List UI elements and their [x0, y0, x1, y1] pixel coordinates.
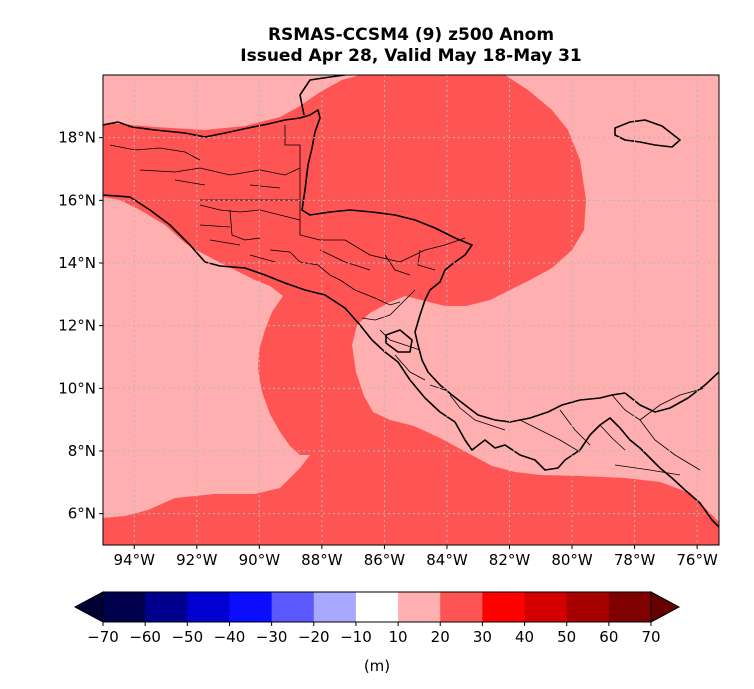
- colorbar-bin: [271, 592, 315, 622]
- colorbar-frame: [102, 591, 652, 623]
- colorbar-tick-label: 50: [557, 628, 576, 646]
- lat-tick-label: 16°N: [58, 191, 96, 209]
- colorbar-tick-label: 20: [431, 628, 450, 646]
- lon-tick-label: 90°W: [239, 551, 281, 569]
- lon-tick-label: 84°W: [426, 551, 468, 569]
- lat-tick-label: 12°N: [58, 317, 96, 335]
- anomaly-field-dark: [103, 75, 719, 545]
- lon-tick-label: 86°W: [364, 551, 406, 569]
- longitude-labels: 94°W 92°W 90°W 88°W 86°W 84°W 82°W 80°W 78°W 76°W: [114, 545, 718, 569]
- lat-tick-label: 10°N: [58, 379, 96, 397]
- lon-tick-label: 92°W: [176, 551, 218, 569]
- lon-tick-label: 80°W: [551, 551, 593, 569]
- colorbar-bin: [566, 592, 610, 622]
- colorbar-bin: [313, 592, 357, 622]
- lon-tick-label: 78°W: [614, 551, 656, 569]
- colorbar-bin: [440, 592, 483, 622]
- anomaly-field-light-patch: [167, 416, 212, 433]
- lon-tick-label: 82°W: [489, 551, 531, 569]
- colorbar-unit-label: (m): [364, 657, 390, 675]
- colorbar-bin: [608, 592, 652, 622]
- lon-tick-label: 76°W: [676, 551, 718, 569]
- colorbar-tick-label: 40: [515, 628, 534, 646]
- colorbar-bin: [103, 592, 146, 622]
- colorbar-tick-label: −10: [340, 628, 372, 646]
- colorbar-tick-label: −30: [256, 628, 288, 646]
- colorbar-bin: [187, 592, 230, 622]
- colorbar: −70 −60 −50 −40 −30 −20 −10 10 20 30 40 50 60 70 (m): [73, 591, 681, 675]
- colorbar-tick-label: −70: [87, 628, 119, 646]
- lat-tick-label: 6°N: [68, 505, 96, 523]
- map-subtitle: Issued Apr 28, Valid May 18-May 31: [240, 46, 582, 66]
- colorbar-bin: [229, 592, 273, 622]
- map-gridlines: [103, 75, 719, 545]
- colorbar-tick-label: 60: [599, 628, 618, 646]
- colorbar-tick-label: 70: [641, 628, 660, 646]
- lat-tick-label: 18°N: [58, 129, 96, 147]
- colorbar-tick-label: −60: [129, 628, 161, 646]
- colorbar-tick-label: −50: [171, 628, 203, 646]
- lon-tick-label: 94°W: [114, 551, 156, 569]
- country-borders: [109, 125, 706, 476]
- colorbar-tick-label: −20: [298, 628, 330, 646]
- colorbar-bin: [145, 592, 188, 622]
- colorbar-tick-label: −40: [214, 628, 246, 646]
- lat-tick-label: 14°N: [58, 254, 96, 272]
- colorbar-bin: [524, 592, 568, 622]
- map-title: RSMAS-CCSM4 (9) z500 Anom: [267, 25, 555, 45]
- lon-tick-label: 88°W: [301, 551, 343, 569]
- latitude-labels: 6°N 8°N 10°N 12°N 14°N 16°N 18°N: [58, 129, 103, 523]
- colorbar-extend-high: [650, 591, 681, 623]
- map-panel: 6°N 8°N 10°N 12°N 14°N 16°N 18°N 94°W 92°W 90°W 8…: [58, 74, 720, 569]
- lat-tick-label: 8°N: [68, 442, 96, 460]
- coastlines: [103, 75, 719, 528]
- map-frame: [102, 74, 720, 546]
- colorbar-tick-label: 30: [473, 628, 492, 646]
- colorbar-extend-low: [73, 591, 104, 623]
- colorbar-bin: [482, 592, 526, 622]
- colorbar-bin: [398, 592, 441, 622]
- colorbar-tick-label: 10: [389, 628, 408, 646]
- colorbar-bin: [355, 592, 399, 622]
